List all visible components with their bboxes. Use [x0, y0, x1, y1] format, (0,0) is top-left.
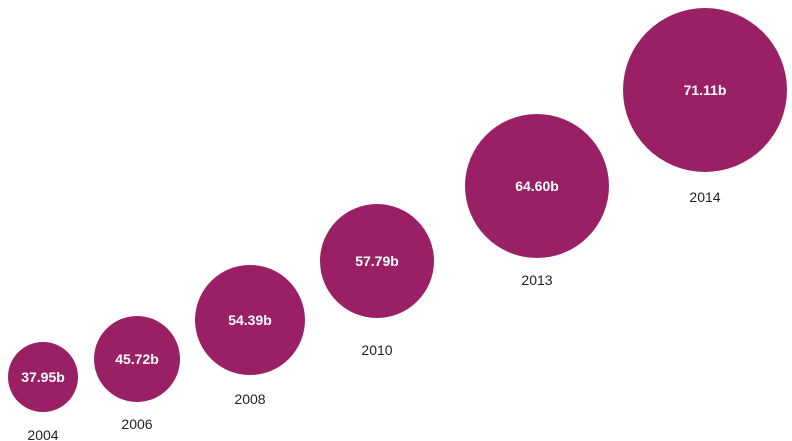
- year-label-2014: 2014: [689, 189, 720, 205]
- data-label-2006: 45.72b: [115, 351, 159, 367]
- data-label-2013: 64.60b: [515, 178, 559, 194]
- year-label-2004: 2004: [27, 427, 58, 441]
- data-label-2010: 57.79b: [355, 253, 399, 269]
- year-label-2010: 2010: [361, 342, 392, 358]
- data-label-2004: 37.95b: [21, 369, 65, 385]
- year-label-2008: 2008: [234, 391, 265, 407]
- bubble-2010: [320, 204, 434, 318]
- bubble-2014: [623, 8, 787, 172]
- year-label-2006: 2006: [121, 416, 152, 432]
- data-label-2014: 71.11b: [684, 82, 727, 98]
- data-label-2008: 54.39b: [228, 312, 272, 328]
- bubble-2004: [8, 342, 78, 412]
- year-label-2013: 2013: [521, 272, 552, 288]
- bubble-2013: [465, 114, 609, 258]
- bubble-2006: [94, 316, 180, 402]
- bubble-2008: [195, 265, 305, 375]
